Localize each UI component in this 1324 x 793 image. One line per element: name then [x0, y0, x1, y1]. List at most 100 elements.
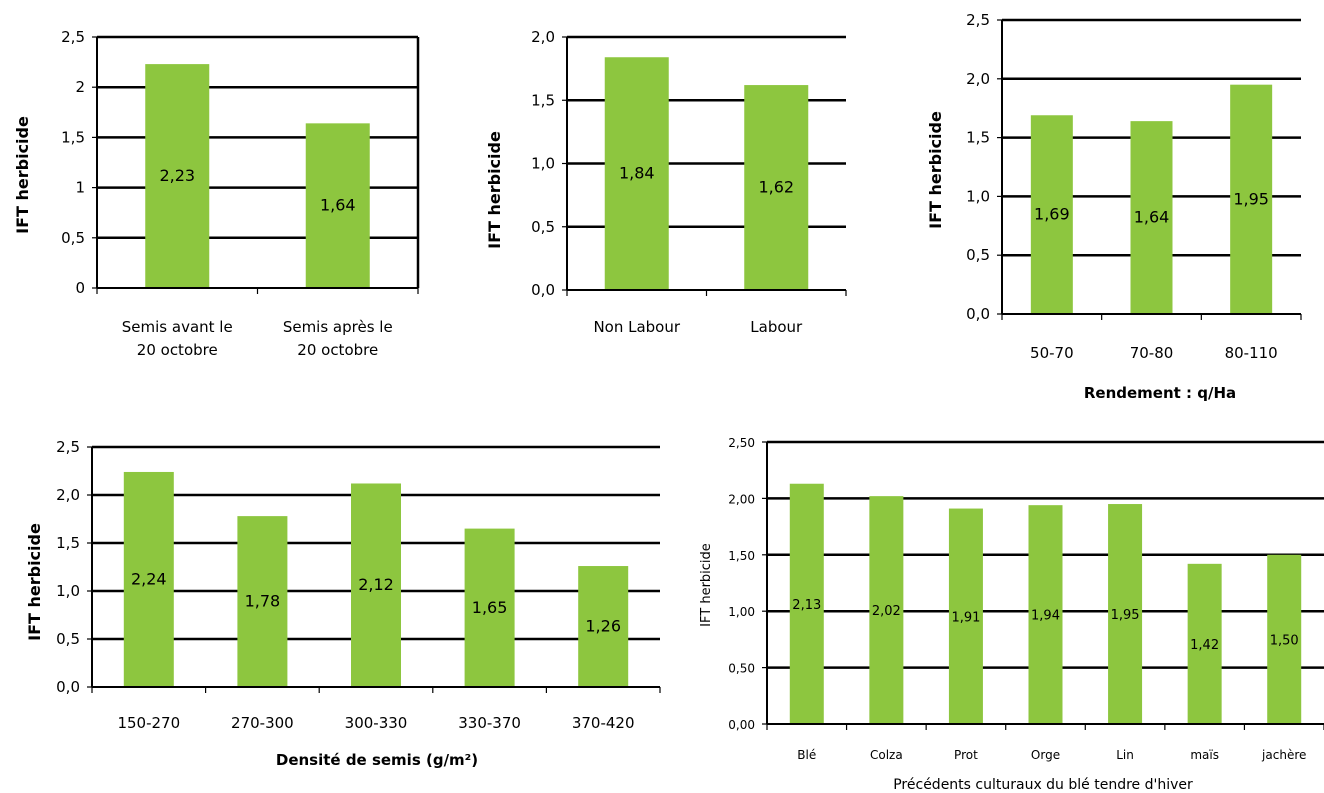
chart-precedents: IFT herbicide Précédents culturaux du bl… [699, 436, 1324, 793]
bar [351, 483, 401, 687]
bar-value-label: 1,64 [320, 196, 356, 215]
y-tick-label: 0 [75, 279, 85, 297]
bar-value-label: 1,78 [245, 592, 281, 611]
y-tick-label: 2,5 [56, 438, 80, 456]
bar-value-label: 1,50 [1270, 633, 1299, 648]
bar-value-label: 1,84 [619, 164, 655, 183]
bar [1267, 554, 1302, 724]
x-axis-label: Rendement : q/Ha [1084, 384, 1236, 402]
bar [578, 566, 629, 687]
category-label: 370-420 [572, 714, 635, 732]
y-tick-label: 0,0 [966, 305, 990, 323]
category-label: 330-370 [458, 714, 521, 732]
category-label: Prot [954, 748, 978, 762]
y-tick-label: 1,0 [56, 582, 80, 600]
y-tick-label: 2,0 [531, 28, 555, 46]
y-tick-label: 1,5 [61, 128, 85, 146]
chart-rendement: IFT herbicide Rendement : q/Ha 0,0 0,5 1,0… [926, 11, 1302, 402]
labels: 0 0,5 1 1,5 2 2,5 2,23 Semis avant le 20 octobre… [61, 28, 393, 359]
bar-value-label: 1,91 [951, 610, 980, 625]
y-tick-label: 0,5 [56, 630, 80, 648]
y-tick-label: 2,0 [56, 486, 80, 504]
chart-semis-date: IFT herbicide 0 0,5 1 1,5 2 2,5 2,23 Semis avan… [13, 28, 420, 359]
bar [305, 123, 370, 289]
bar [123, 471, 174, 687]
labels: 0,0 0,5 1,0 1,5 2,0 1,84 Non Labour 1,62 Labour [531, 28, 803, 336]
category-label: Labour [750, 318, 803, 336]
y-tick-label: 0,5 [966, 246, 990, 264]
bar [744, 85, 809, 290]
y-axis-label: IFT herbicide [699, 543, 714, 627]
axes [87, 446, 661, 693]
bar [464, 528, 515, 687]
y-axis-label: IFT herbicide [926, 111, 945, 229]
category-label: 80-110 [1225, 344, 1278, 362]
category-label: jachère [1261, 748, 1306, 762]
bars [789, 483, 1302, 724]
bar-value-label: 1,62 [758, 178, 794, 197]
axes [762, 441, 1324, 730]
bar [1230, 84, 1273, 315]
y-tick-label: 2,0 [966, 70, 990, 88]
labels: 0,0 0,5 1,0 1,5 2,0 2,5 2,24 150-270 1,78 270-300… [56, 438, 634, 732]
y-tick-label: 2,50 [728, 436, 755, 450]
bar [1187, 563, 1222, 724]
y-axis-label: IFT herbicide [485, 131, 504, 249]
labels: 0,0 0,5 1,0 1,5 2,0 2,5 1,69 50-70 1,64 70-80 1,95… [966, 11, 1278, 362]
category-label: 270-300 [231, 714, 294, 732]
y-tick-label: 0,5 [531, 218, 555, 236]
category-label: Lin [1116, 748, 1134, 762]
axes [997, 19, 1302, 320]
bar-value-label: 2,02 [872, 604, 901, 619]
labels: 0,00 0,50 1,00 1,50 2,00 2,50 2,13 Blé 2,02 Colza… [728, 436, 1306, 762]
y-tick-label: 0,50 [728, 662, 755, 676]
y-tick-label: 1,0 [966, 187, 990, 205]
y-tick-label: 1,0 [531, 155, 555, 173]
bar-value-label: 2,24 [131, 569, 167, 588]
y-tick-label: 0,5 [61, 229, 85, 247]
y-tick-label: 0,00 [728, 718, 755, 732]
bar [789, 483, 824, 724]
bars [604, 57, 809, 290]
y-tick-label: 2,5 [966, 11, 990, 29]
category-label: Colza [870, 748, 903, 762]
y-tick-label: 2 [75, 78, 85, 96]
bar-value-label: 1,26 [585, 617, 621, 636]
category-label: Non Labour [593, 318, 680, 336]
bar-value-label: 1,69 [1034, 205, 1070, 224]
y-tick-label: 0,0 [56, 678, 80, 696]
category-label: Blé [797, 748, 816, 762]
category-label: 150-270 [117, 714, 180, 732]
y-tick-label: 2,00 [728, 492, 755, 506]
category-label: Semis avant le 20 octobre [122, 318, 233, 359]
bar [1130, 121, 1173, 314]
category-label: 70-80 [1130, 344, 1174, 362]
bar [1108, 504, 1143, 724]
bar-value-label: 2,12 [358, 575, 394, 594]
x-axis-label: Précédents culturaux du blé tendre d'hiv… [893, 777, 1193, 793]
y-tick-label: 1 [75, 179, 85, 197]
bar-value-label: 1,42 [1190, 638, 1219, 653]
bar-value-label: 1,95 [1111, 608, 1140, 623]
bar-value-label: 1,94 [1031, 609, 1060, 624]
bars [123, 471, 629, 687]
bars [145, 64, 370, 289]
y-axis-label: IFT herbicide [13, 116, 32, 234]
gridlines [97, 35, 418, 240]
category-label: 300-330 [345, 714, 408, 732]
category-label: Semis après le 20 octobre [283, 318, 393, 359]
bar-value-label: 1,64 [1134, 208, 1170, 227]
bar [237, 516, 288, 687]
bar-value-label: 2,23 [159, 166, 195, 185]
y-tick-label: 2,5 [61, 28, 85, 46]
y-tick-label: 1,50 [728, 549, 755, 563]
bar-value-label: 2,13 [792, 598, 821, 613]
bars [1030, 84, 1273, 315]
category-label: 50-70 [1030, 344, 1074, 362]
y-tick-label: 1,5 [966, 129, 990, 147]
chart-labour: IFT herbicide 0,0 0,5 1,0 1,5 2,0 1,84 Non Lab… [485, 28, 847, 336]
bar [1030, 115, 1073, 314]
y-tick-label: 0,0 [531, 281, 555, 299]
category-label: Orge [1031, 748, 1060, 762]
bar [145, 64, 210, 288]
